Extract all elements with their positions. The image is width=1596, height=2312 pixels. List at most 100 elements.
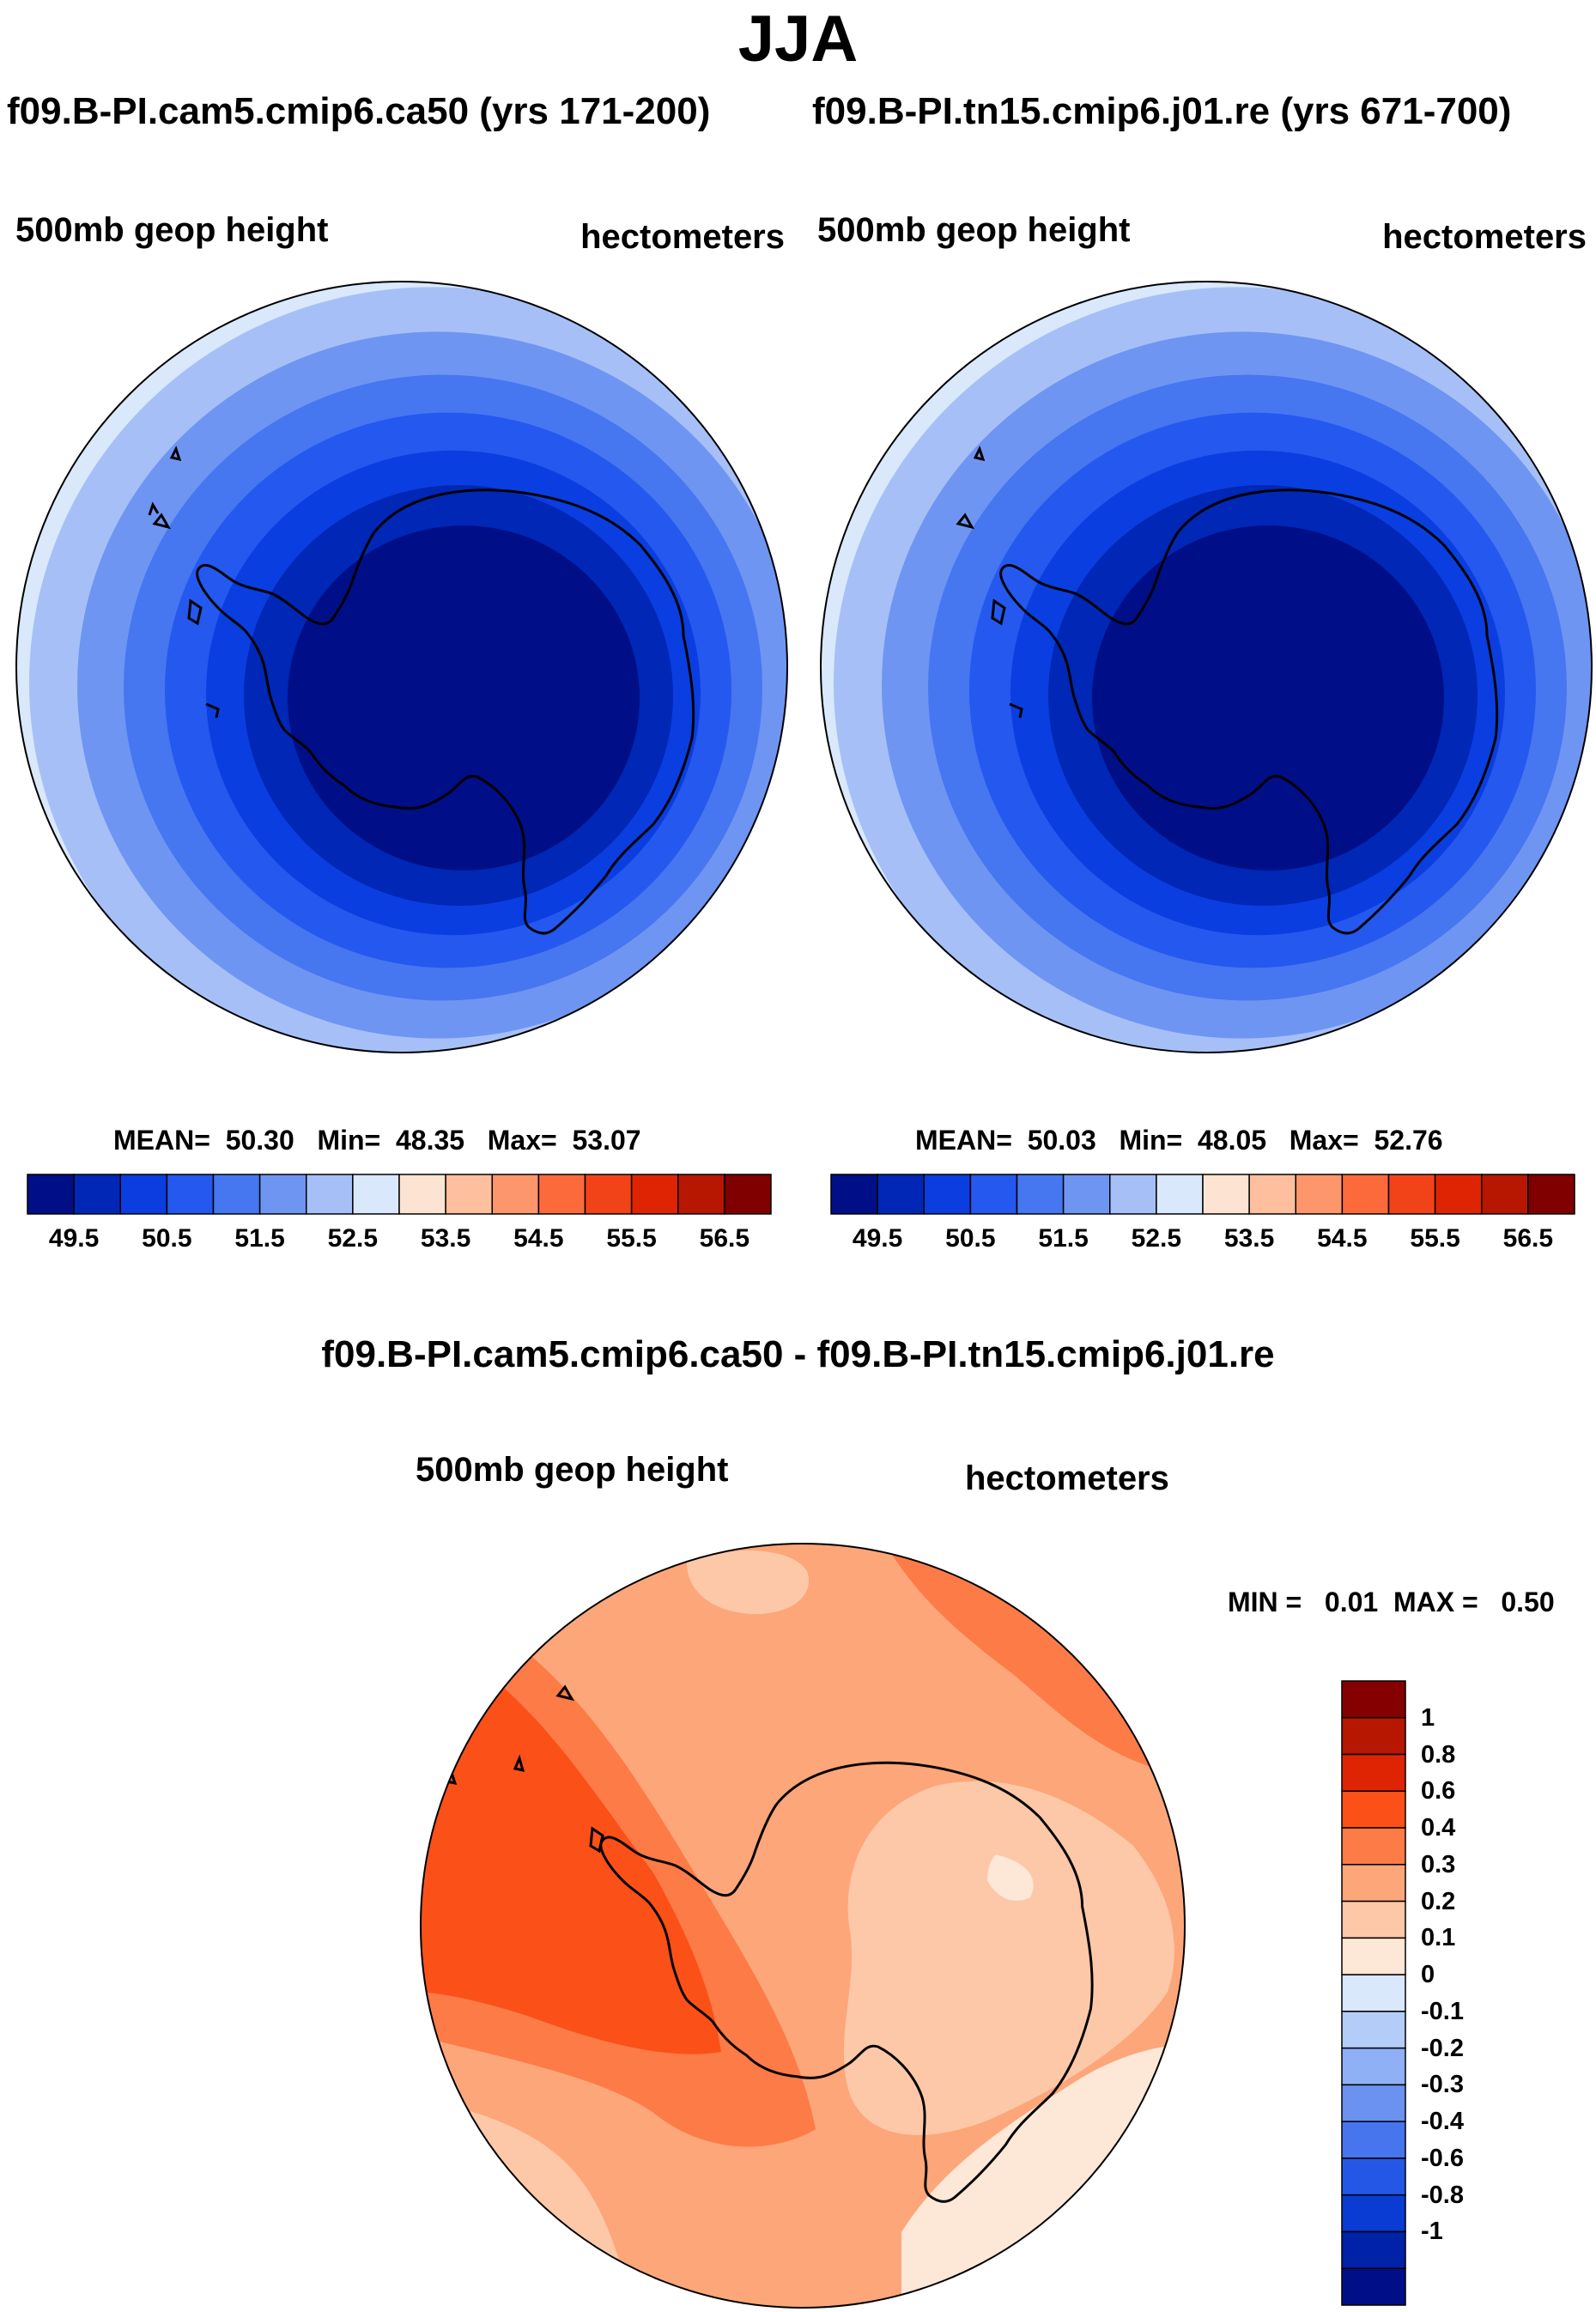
colorbar-box [1341, 1900, 1406, 1939]
colorbar-box [1341, 2230, 1406, 2269]
colorbar-tick-label: 50.5 [945, 1224, 996, 1253]
colorbar-box [1062, 1174, 1111, 1215]
case-title-left: f09.B-PI.cam5.cmip6.ca50 (yrs 171-200) [7, 90, 711, 132]
colorbar-box [212, 1174, 261, 1215]
colorbar-tick-label: -0.2 [1421, 2034, 1464, 2062]
colorbar-box [306, 1174, 354, 1215]
colorbar-box [584, 1174, 633, 1215]
colorbar-box [1341, 2194, 1406, 2233]
colorbar-tick-label: 0.6 [1421, 1777, 1456, 1805]
colorbar-box [677, 1174, 725, 1215]
min-value: 48.05 [1198, 1125, 1267, 1156]
mean-label: MEAN= [113, 1125, 210, 1156]
colorbar-left [27, 1174, 772, 1215]
colorbar-box [1341, 1790, 1406, 1829]
colorbar-box [877, 1174, 925, 1215]
colorbar-box [1341, 1717, 1406, 1756]
colorbar-box [724, 1174, 772, 1215]
colorbar-box [630, 1174, 679, 1215]
colorbar-box [1341, 1864, 1406, 1902]
panel1-stats: MEAN= 50.30 Min= 48.35 Max= 53.07 [113, 1126, 641, 1154]
colorbar-tick-label: 1 [1421, 1703, 1435, 1732]
colorbar-box [1109, 1174, 1157, 1215]
panel2-variable: 500mb geop height [817, 211, 1131, 249]
colorbar-tick-label: 49.5 [48, 1224, 100, 1253]
colorbar-tick-label: 52.5 [327, 1224, 379, 1253]
colorbar-box [830, 1174, 878, 1215]
panel2-stats: MEAN= 50.03 Min= 48.05 Max= 52.76 [915, 1126, 1443, 1154]
mean-value: 50.03 [1027, 1125, 1096, 1156]
colorbar-box [73, 1174, 121, 1215]
colorbar-tick-label: 0.2 [1421, 1887, 1456, 1915]
colorbar-tick-label: 0.4 [1421, 1814, 1456, 1842]
panel1-variable: 500mb geop height [15, 211, 329, 249]
geopotential-rings-2 [821, 282, 1592, 1053]
panel1-units: hectometers [580, 218, 785, 256]
diff-region-0.4-0.6-west [421, 1657, 721, 2054]
map-boundary-diff [420, 1543, 1186, 2309]
max-value: 52.76 [1374, 1125, 1443, 1156]
colorbar-tick-label: -0.6 [1421, 2144, 1464, 2172]
colorbar-box [1341, 1937, 1406, 1975]
colorbar-tick-label: 0.1 [1421, 1924, 1456, 1952]
colorbar-tick-label: 54.5 [1317, 1224, 1368, 1253]
colorbar-box [923, 1174, 972, 1215]
colorbar-tick-label: -0.8 [1421, 2181, 1464, 2209]
colorbar-box [352, 1174, 400, 1215]
colorbar-tick-label: -0.3 [1421, 2071, 1464, 2099]
diff-units: hectometers [965, 1459, 1169, 1497]
colorbar-box [1295, 1174, 1344, 1215]
colorbar-tick-label: 52.5 [1131, 1224, 1182, 1253]
colorbar-tick-label: 0.8 [1421, 1740, 1456, 1769]
map-boundary-2 [820, 281, 1593, 1053]
ring-7 [288, 525, 640, 871]
map-panel-1 [16, 282, 787, 1053]
colorbar-box [258, 1174, 307, 1215]
colorbar-tick-label: -1 [1421, 2218, 1443, 2246]
colorbar-box [1434, 1174, 1483, 1215]
colorbar-tick-label: 56.5 [1502, 1224, 1554, 1253]
case-title-right: f09.B-PI.tn15.cmip6.j01.re (yrs 671-700) [812, 90, 1512, 132]
colorbar-tick-label: 54.5 [513, 1224, 564, 1253]
colorbar-box [1341, 2011, 1406, 2049]
mean-label: MEAN= [915, 1125, 1012, 1156]
min-value: 0.01 [1324, 1587, 1379, 1617]
colorbar-tick-label: 50.5 [142, 1224, 192, 1253]
colorbar-diff [1341, 1680, 1406, 2306]
colorbar-tick-label: 53.5 [1223, 1224, 1275, 1253]
colorbar-box [491, 1174, 540, 1215]
colorbar-tick-label: 51.5 [1038, 1224, 1089, 1253]
colorbar-box [119, 1174, 168, 1215]
colorbar-box [969, 1174, 1018, 1215]
diff-title: f09.B-PI.cam5.cmip6.ca50 - f09.B-PI.tn15… [321, 1333, 1275, 1375]
geopotential-rings-1 [16, 282, 787, 1053]
max-label: Max= [487, 1125, 557, 1156]
diff-variable: 500mb geop height [416, 1451, 729, 1489]
min-label: Min= [1119, 1125, 1183, 1156]
colorbar-box [1341, 2084, 1406, 2122]
min-value: 48.35 [396, 1125, 465, 1156]
colorbar-tick-label: -0.1 [1421, 1997, 1464, 2025]
ring-7 [1092, 525, 1444, 871]
colorbar-tick-label: 49.5 [852, 1224, 903, 1253]
colorbar-box [1341, 1974, 1406, 2012]
diff-region-0.1-0.2-north [687, 1550, 809, 1614]
max-label: Max= [1289, 1125, 1359, 1156]
diff-region-0-0.1-spot [987, 1854, 1034, 1901]
colorbar-box [1341, 1680, 1406, 1719]
colorbar-box [1341, 1174, 1390, 1215]
colorbar-box [537, 1174, 586, 1215]
colorbar-box [398, 1174, 446, 1215]
colorbar-tick-label: 0 [1421, 1961, 1435, 1989]
colorbar-box [1387, 1174, 1436, 1215]
peninsula-islands-1 [148, 446, 220, 719]
diff-stats: MIN = 0.01 MAX = 0.50 [1228, 1588, 1555, 1616]
colorbar-box [1156, 1174, 1204, 1215]
max-value: 53.07 [572, 1125, 641, 1156]
colorbar-box [1341, 1827, 1406, 1866]
max-value: 0.50 [1501, 1587, 1555, 1617]
colorbar-box [1527, 1174, 1575, 1215]
colorbar-box [1341, 2157, 1406, 2196]
colorbar-tick-label: 55.5 [606, 1224, 657, 1253]
